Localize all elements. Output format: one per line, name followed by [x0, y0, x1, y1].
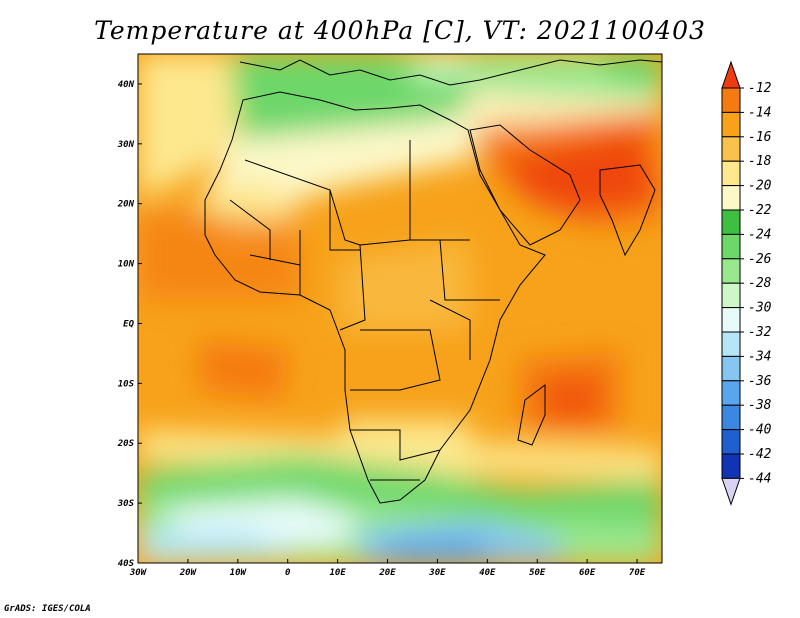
credit-text: GrADS: IGES/COLA — [4, 604, 91, 614]
lat-tick-label: 10N — [118, 260, 135, 270]
colorbar-swatch — [721, 380, 741, 406]
colorbar-swatch — [721, 453, 741, 479]
colorbar-swatch — [721, 160, 741, 187]
lon-tick-label: 0 — [285, 568, 291, 578]
lat-tick-label: 10S — [118, 379, 135, 389]
lat-tick-label: 40S — [118, 559, 135, 569]
colorbar-swatch — [721, 404, 741, 431]
lon-tick-label: 30W — [129, 568, 148, 578]
longitude-axis: 30W 20W 10W 0 10E 20E 30E 40E 50E 60E 70E — [129, 559, 646, 578]
colorbar-label: -38 — [748, 398, 772, 413]
colorbar-swatch — [721, 185, 741, 211]
colorbar-swatch — [721, 331, 741, 357]
colorbar-bottom-arrow — [721, 477, 741, 506]
colorbar-label: -18 — [748, 154, 772, 169]
lat-tick-label: EQ — [123, 319, 134, 329]
lon-tick-label: 40E — [479, 568, 496, 578]
latitude-axis: 40N 30N 20N 10N EQ 10S 20S 30S 40S — [117, 80, 142, 569]
colorbar-swatch — [721, 429, 741, 455]
colorbar-label: -40 — [748, 423, 772, 438]
colorbar: -12 -14 -16 -18 -20 -22 -24 -26 -28 -30 -32 -34 -36 -… — [721, 60, 772, 506]
colorbar-label: -12 — [748, 81, 772, 96]
colorbar-label: -26 — [748, 252, 772, 267]
colorbar-label: -16 — [748, 130, 772, 145]
colorbar-label: -42 — [748, 447, 772, 462]
colorbar-label: -28 — [748, 276, 772, 291]
colorbar-swatch — [721, 233, 741, 260]
lon-tick-label: 20W — [179, 568, 198, 578]
lon-tick-label: 70E — [629, 568, 646, 578]
colorbar-swatch — [721, 87, 741, 113]
map-frame — [137, 53, 663, 564]
colorbar-label: -44 — [748, 471, 771, 486]
coastlines — [204, 59, 662, 504]
lat-tick-label: 30S — [117, 499, 135, 509]
lat-tick-label: 40N — [118, 80, 135, 90]
lat-tick-label: 30N — [117, 140, 135, 150]
temperature-field — [138, 54, 662, 563]
colorbar-label: -36 — [748, 374, 772, 389]
colorbar-label: -22 — [748, 203, 772, 218]
lon-tick-label: 30E — [428, 568, 446, 578]
colorbar-label: -30 — [748, 301, 772, 316]
colorbar-top-arrow — [721, 60, 741, 89]
colorbar-label: -32 — [748, 325, 772, 340]
map-title: Temperature at 400hPa [C], VT: 202110040… — [94, 16, 706, 45]
colorbar-label: -34 — [748, 349, 771, 364]
colorbar-label: -24 — [748, 227, 771, 242]
lat-tick-label: 20N — [117, 200, 135, 210]
colorbar-swatch — [721, 136, 741, 162]
lat-tick-label: 20S — [117, 439, 135, 449]
colorbar-label: -14 — [748, 105, 771, 120]
lon-tick-label: 50E — [529, 568, 546, 578]
lon-tick-label: 60E — [579, 568, 596, 578]
lon-tick-label: 10E — [329, 568, 346, 578]
colorbar-label: -20 — [748, 179, 772, 194]
colorbar-swatch — [721, 258, 741, 284]
colorbar-swatch — [721, 282, 741, 309]
colorbar-swatch — [721, 307, 741, 333]
colorbar-swatch — [721, 209, 741, 235]
lon-tick-label: 20E — [378, 568, 396, 578]
colorbar-swatch — [721, 355, 741, 382]
lon-tick-label: 10W — [230, 568, 248, 578]
colorbar-swatch — [721, 111, 741, 138]
